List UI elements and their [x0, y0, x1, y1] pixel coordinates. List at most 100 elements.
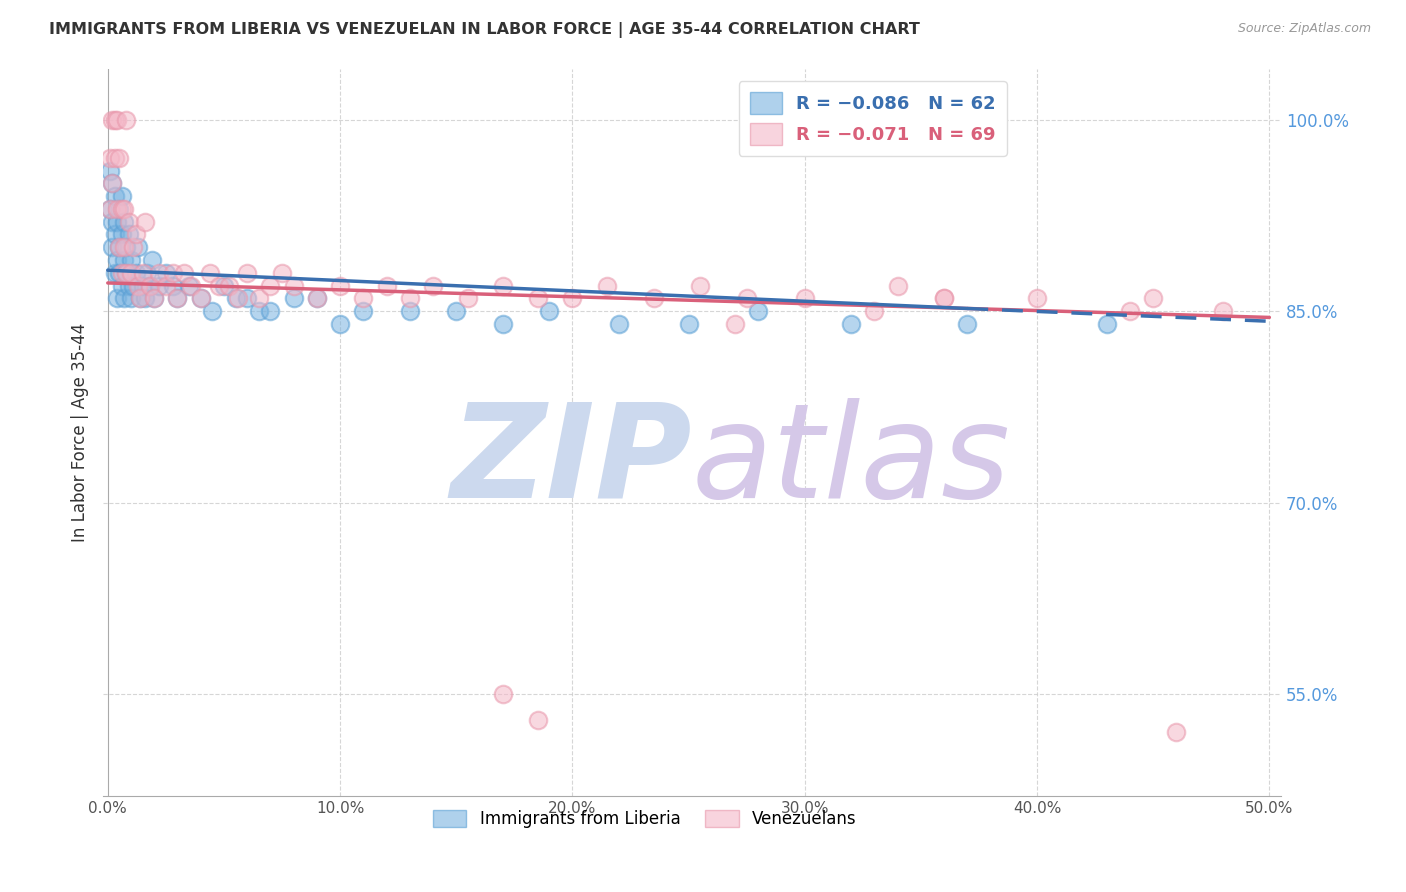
Point — [104, 266, 127, 280]
Legend: Immigrants from Liberia, Venezuelans: Immigrants from Liberia, Venezuelans — [426, 804, 863, 835]
Point — [225, 291, 247, 305]
Point — [155, 266, 177, 280]
Point — [131, 278, 153, 293]
Point — [173, 266, 195, 280]
Point — [104, 227, 127, 242]
Point — [111, 278, 134, 293]
Point — [98, 202, 121, 216]
Point — [155, 278, 177, 293]
Point — [236, 291, 259, 305]
Point — [112, 291, 135, 305]
Point — [1212, 304, 1234, 318]
Point — [166, 291, 188, 305]
Point — [259, 278, 281, 293]
Point — [112, 240, 135, 254]
Point — [101, 112, 124, 127]
Point — [190, 291, 212, 305]
Point — [115, 112, 138, 127]
Point — [105, 252, 128, 267]
Point — [212, 278, 235, 293]
Point — [375, 278, 398, 293]
Point — [166, 291, 188, 305]
Point — [247, 291, 270, 305]
Point — [115, 266, 138, 280]
Point — [398, 291, 420, 305]
Point — [678, 317, 700, 331]
Text: IMMIGRANTS FROM LIBERIA VS VENEZUELAN IN LABOR FORCE | AGE 35-44 CORRELATION CHA: IMMIGRANTS FROM LIBERIA VS VENEZUELAN IN… — [49, 22, 920, 38]
Point — [526, 713, 548, 727]
Point — [118, 227, 141, 242]
Point — [352, 291, 374, 305]
Text: atlas: atlas — [692, 398, 1011, 524]
Point — [190, 291, 212, 305]
Point — [177, 278, 200, 293]
Point — [124, 227, 146, 242]
Point — [689, 278, 711, 293]
Point — [104, 112, 127, 127]
Point — [305, 291, 328, 305]
Point — [1095, 317, 1118, 331]
Point — [932, 291, 955, 305]
Point — [607, 317, 630, 331]
Point — [1026, 291, 1049, 305]
Point — [148, 266, 170, 280]
Point — [538, 304, 561, 318]
Point — [444, 304, 467, 318]
Point — [120, 266, 142, 280]
Point — [329, 278, 352, 293]
Point — [111, 202, 134, 216]
Point — [122, 240, 145, 254]
Point — [101, 215, 124, 229]
Point — [98, 163, 121, 178]
Point — [283, 278, 305, 293]
Point — [115, 240, 138, 254]
Point — [259, 304, 281, 318]
Point — [492, 317, 515, 331]
Point — [108, 151, 131, 165]
Point — [793, 291, 815, 305]
Point — [1166, 725, 1188, 739]
Text: ZIP: ZIP — [450, 398, 692, 524]
Point — [104, 189, 127, 203]
Point — [136, 266, 159, 280]
Point — [120, 291, 142, 305]
Point — [735, 291, 758, 305]
Point — [201, 304, 224, 318]
Point — [105, 215, 128, 229]
Point — [283, 291, 305, 305]
Y-axis label: In Labor Force | Age 35-44: In Labor Force | Age 35-44 — [72, 323, 89, 541]
Point — [1142, 291, 1164, 305]
Point — [643, 291, 665, 305]
Point — [129, 291, 152, 305]
Point — [561, 291, 583, 305]
Point — [124, 266, 146, 280]
Point — [457, 291, 479, 305]
Point — [198, 266, 221, 280]
Point — [112, 202, 135, 216]
Point — [162, 266, 184, 280]
Point — [143, 291, 166, 305]
Point — [747, 304, 769, 318]
Point — [105, 112, 128, 127]
Point — [108, 240, 131, 254]
Point — [148, 278, 170, 293]
Point — [98, 202, 121, 216]
Point — [492, 278, 515, 293]
Point — [492, 687, 515, 701]
Point — [352, 304, 374, 318]
Point — [108, 266, 131, 280]
Point — [932, 291, 955, 305]
Point — [111, 189, 134, 203]
Point — [111, 227, 134, 242]
Point — [134, 291, 156, 305]
Point — [118, 278, 141, 293]
Point — [162, 278, 184, 293]
Point — [115, 266, 138, 280]
Point — [724, 317, 747, 331]
Point — [98, 151, 121, 165]
Point — [218, 278, 240, 293]
Point — [101, 240, 124, 254]
Point — [101, 177, 124, 191]
Text: Source: ZipAtlas.com: Source: ZipAtlas.com — [1237, 22, 1371, 36]
Point — [398, 304, 420, 318]
